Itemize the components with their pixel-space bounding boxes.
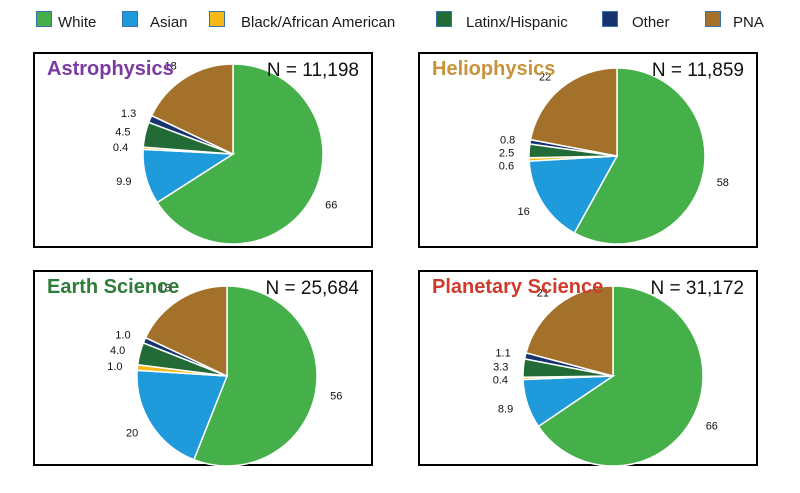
pie-slice-pna: [529, 67, 618, 157]
pie-earth-science: 56 20 1.0 4.0 1.0 18: [107, 282, 342, 467]
data-label-black-african-american: 1.0: [107, 361, 122, 373]
legend-label-white: White: [58, 14, 97, 31]
data-label-black-african-american: 0.4: [493, 375, 508, 387]
pie-slice-pna: [144, 285, 228, 378]
panel-earth-science: 56 20 1.0 4.0 1.0 18 Earth Science N = 25,684: [33, 270, 373, 467]
legend-swatch-asian: [122, 11, 138, 27]
panel-title: Planetary Science: [432, 276, 604, 298]
sample-size-label: N = 11,198: [266, 60, 359, 81]
legend-swatch-black: [209, 11, 225, 27]
sample-size-label: N = 25,684: [265, 278, 360, 299]
sample-size-label: N = 31,172: [650, 278, 745, 299]
legend-label-asian: Asian: [150, 14, 188, 31]
pie-slice-white: [156, 63, 324, 245]
pie-slice-white: [192, 285, 318, 467]
panel-title: Astrophysics: [47, 58, 174, 80]
data-label-black-african-american: 0.4: [113, 142, 128, 154]
panel-astrophysics: 66 9.9 0.4 4.5 1.3 18 Astrophysics N = 11,198: [33, 52, 373, 248]
legend-label-latinx: Latinx/Hispanic: [466, 14, 568, 31]
data-label-white: 66: [325, 199, 337, 211]
data-label-white: 56: [330, 391, 342, 403]
sample-size-label: N = 11,859: [651, 60, 744, 81]
data-label-other: 1.0: [115, 329, 130, 341]
data-label-asian: 9.9: [116, 176, 131, 188]
data-label-asian: 20: [126, 427, 138, 439]
data-label-other: 1.1: [495, 348, 510, 360]
pie-slice-pna: [525, 285, 614, 377]
pie-heliophysics: 58 16 0.62.50.8 22: [499, 67, 729, 245]
data-label-white: 66: [706, 420, 718, 432]
pie-slice-asian: [528, 155, 619, 234]
legend-label-pna: PNA: [733, 14, 764, 31]
data-label-asian: 16: [518, 206, 530, 218]
data-label-pna: 18: [165, 60, 177, 72]
chart-legend: White Asian Black/African American Latin…: [0, 0, 800, 40]
panel-heliophysics: 58 16 0.6 2.5 0.8 22 Heliophysics N = 11,859: [418, 52, 758, 248]
panel-planetary-science: 66 8.9 0.4 3.3 1.1 21 Planetary Science N = 3…: [418, 270, 758, 467]
data-label-latinx-hispanic: 3.3: [493, 362, 508, 374]
data-label-white: 58: [717, 177, 729, 189]
legend-swatch-pna: [705, 11, 721, 27]
pie-planetary-science: 66 8.9 0.43.3 1.1 21: [493, 285, 718, 467]
pie-slice-white: [573, 67, 706, 245]
legend-swatch-latinx: [436, 11, 452, 27]
pie-slice-pna: [150, 63, 234, 156]
panel-title: Heliophysics: [432, 58, 556, 80]
pie-slice-white: [537, 285, 704, 467]
data-label-asian: 8.9: [498, 404, 513, 416]
legend-swatch-white: [36, 11, 52, 27]
data-label-latinx-hispanic: 4.0: [110, 345, 125, 357]
data-label-other: 0.8: [500, 134, 515, 146]
legend-swatch-other: [602, 11, 618, 27]
legend-label-other: Other: [632, 14, 670, 31]
pie-astrophysics: 66 9.9 0.4 4.5 1.3 18: [113, 60, 337, 245]
data-label-pna: 22: [539, 72, 551, 84]
panel-title: Earth Science: [47, 276, 180, 298]
data-label-pna: 21: [537, 288, 549, 300]
data-label-latinx-hispanic: 4.5: [115, 126, 130, 138]
data-label-other: 1.3: [121, 108, 136, 120]
data-label-black-african-american: 0.6: [499, 160, 514, 172]
data-label-latinx-hispanic: 2.5: [499, 147, 514, 159]
legend-label-black: Black/African American: [241, 14, 396, 31]
data-label-pna: 18: [158, 282, 170, 294]
pie-slice-asian: [136, 369, 229, 461]
